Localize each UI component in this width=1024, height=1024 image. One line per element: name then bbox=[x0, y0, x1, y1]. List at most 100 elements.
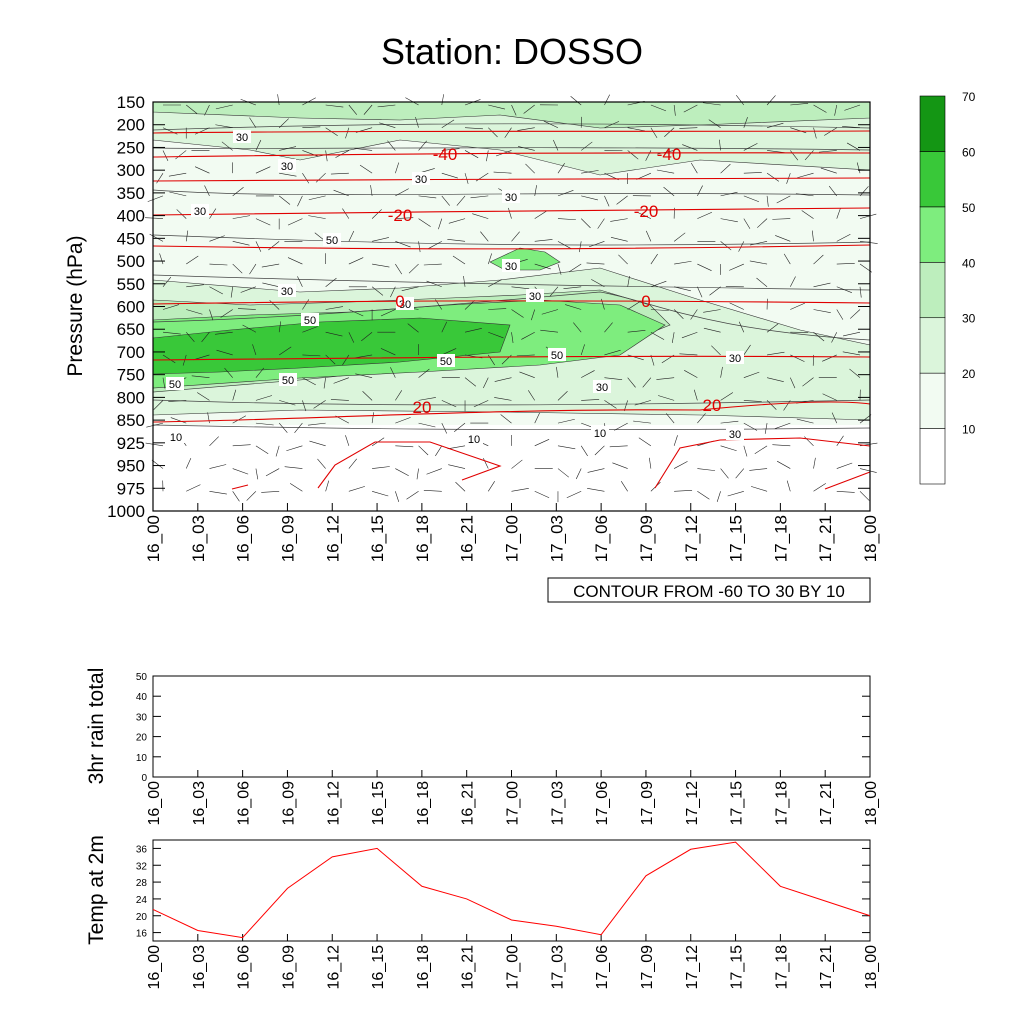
wind-barb bbox=[390, 286, 396, 298]
wind-barb bbox=[610, 218, 628, 222]
wind-barb bbox=[836, 490, 855, 493]
contour-label: 50 bbox=[440, 356, 452, 368]
x-tick-label: 17_06 bbox=[594, 945, 611, 990]
wind-barb bbox=[796, 418, 814, 424]
wind-barb bbox=[342, 208, 350, 219]
wind-barb bbox=[650, 104, 667, 112]
x-tick-label: 17_09 bbox=[639, 945, 656, 990]
contour-label: 10 bbox=[468, 434, 480, 446]
wind-barb bbox=[232, 263, 243, 274]
wind-barb bbox=[456, 195, 466, 206]
wind-barb bbox=[325, 306, 343, 310]
wind-barb bbox=[511, 459, 523, 469]
wind-barb bbox=[483, 458, 489, 469]
contour-label: 30 bbox=[281, 286, 293, 298]
colorbar-label: 40 bbox=[962, 256, 976, 270]
wind-barb bbox=[616, 195, 628, 205]
wind-barb bbox=[618, 254, 628, 265]
wind-barb bbox=[519, 371, 535, 378]
wind-barb bbox=[284, 466, 303, 469]
wind-barb bbox=[834, 104, 838, 116]
wind-barb bbox=[426, 280, 442, 288]
wind-barb bbox=[191, 375, 210, 378]
wind-barb bbox=[480, 231, 489, 242]
colorbar-label: 20 bbox=[962, 367, 976, 381]
wind-barb bbox=[673, 461, 688, 469]
wind-barb bbox=[511, 104, 517, 116]
wind-barb bbox=[557, 391, 568, 401]
wind-barb bbox=[638, 437, 652, 447]
wind-barb bbox=[302, 97, 316, 106]
wind-barb bbox=[279, 172, 297, 177]
x-tick-label: 16_15 bbox=[370, 945, 387, 990]
wind-barb bbox=[302, 377, 316, 386]
wind-barb bbox=[262, 282, 280, 288]
contour-label-bg bbox=[502, 259, 520, 272]
wind-barb bbox=[656, 377, 675, 380]
wind-barb bbox=[220, 309, 233, 318]
wind-barb bbox=[581, 141, 593, 151]
wind-barb bbox=[361, 331, 373, 342]
wind-barb bbox=[345, 127, 350, 139]
wind-barb bbox=[325, 480, 330, 492]
wind-barb bbox=[531, 309, 536, 321]
wind-barb bbox=[766, 400, 777, 410]
contour-label: 50 bbox=[169, 379, 181, 391]
contour-line bbox=[152, 147, 871, 151]
red-contour-line bbox=[152, 177, 871, 182]
wind-barb bbox=[380, 309, 396, 317]
wind-barb bbox=[604, 121, 620, 128]
wind-barb bbox=[488, 104, 506, 110]
wind-barb bbox=[278, 195, 291, 205]
wind-barb bbox=[151, 459, 164, 469]
x-tick-label: 16_06 bbox=[236, 945, 253, 990]
wind-barb bbox=[209, 235, 225, 242]
wind-barb bbox=[822, 393, 837, 401]
x-tick-label: 18_00 bbox=[861, 515, 880, 562]
wind-barb bbox=[511, 286, 530, 290]
wind-barb bbox=[776, 460, 791, 469]
wind-barb bbox=[604, 322, 613, 333]
wind-barb bbox=[711, 345, 721, 356]
x-tick-label: 17_21 bbox=[818, 945, 835, 990]
wind-barb bbox=[743, 143, 758, 151]
wind-barb bbox=[674, 490, 693, 492]
wind-barb bbox=[836, 233, 851, 242]
red-contour-line bbox=[152, 300, 871, 305]
wind-barb bbox=[697, 413, 706, 424]
wind-barb bbox=[650, 127, 658, 139]
wind-barb bbox=[818, 150, 837, 153]
y-tick-label: 500 bbox=[117, 252, 145, 271]
wind-barb bbox=[447, 445, 466, 450]
contour-label-bg bbox=[726, 427, 744, 440]
wind-barb bbox=[297, 195, 303, 207]
contour-label: 10 bbox=[170, 432, 182, 444]
wind-barb bbox=[843, 331, 861, 337]
x-tick-label: 16_15 bbox=[368, 515, 387, 562]
wind-barb bbox=[395, 468, 409, 477]
wind-barb bbox=[302, 354, 321, 357]
wind-barb bbox=[395, 263, 403, 275]
wind-barb bbox=[377, 104, 396, 108]
wind-barb bbox=[859, 241, 878, 244]
wind-barb bbox=[147, 195, 164, 202]
wind-barb bbox=[836, 286, 852, 293]
wind-barb bbox=[418, 140, 427, 151]
wind-barb bbox=[348, 230, 355, 242]
wind-barb bbox=[594, 445, 605, 456]
wind-barb bbox=[521, 331, 535, 340]
x-tick-label: 16_21 bbox=[460, 781, 477, 826]
wind-barb bbox=[395, 241, 411, 248]
y-tick-label: 350 bbox=[117, 184, 145, 203]
wind-barb bbox=[209, 286, 223, 295]
colorbar-label: 30 bbox=[962, 312, 976, 326]
y-tick-label: 10 bbox=[136, 753, 148, 764]
wind-barb bbox=[811, 230, 814, 242]
contour-label: 30 bbox=[399, 299, 411, 311]
contour-label: 30 bbox=[529, 291, 541, 303]
contour-label: 10 bbox=[594, 428, 606, 440]
red-contour-label: -40 bbox=[657, 145, 682, 164]
x-tick-label: 17_21 bbox=[818, 781, 835, 826]
wind-barb bbox=[242, 324, 257, 333]
wind-barb bbox=[774, 422, 791, 429]
